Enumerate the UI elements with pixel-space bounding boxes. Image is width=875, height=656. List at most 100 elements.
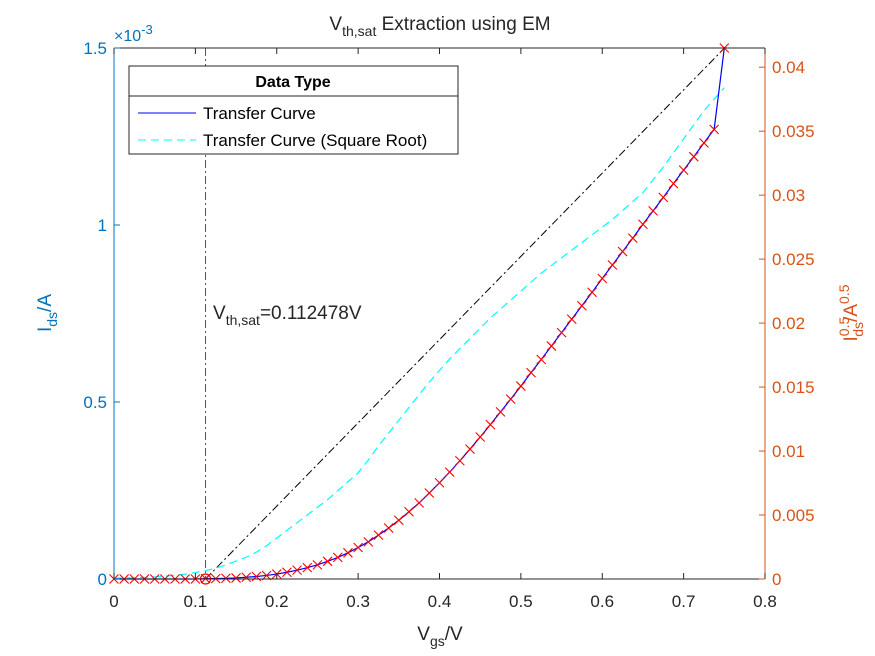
data-marker-stroke: [353, 542, 364, 553]
data-marker-stroke: [627, 233, 638, 243]
data-marker: [678, 165, 689, 176]
data-marker: [495, 407, 506, 417]
data-marker: [566, 314, 577, 325]
legend-title: Data Type: [255, 74, 330, 91]
data-marker: [363, 536, 374, 547]
right-y-axis-ticks: 0 0.005 0.01 0.015 0.02 0.025 0.03 0.035 0.04: [759, 58, 815, 589]
data-marker-stroke: [485, 419, 496, 430]
data-marker-stroke: [312, 559, 323, 570]
left-y-tick-label: 0.5: [83, 393, 107, 412]
legend-label-transfer-curve: Transfer Curve: [203, 104, 316, 123]
data-marker: [688, 151, 699, 162]
data-marker-stroke: [332, 552, 343, 563]
data-marker: [302, 562, 313, 573]
data-marker-stroke: [221, 573, 231, 584]
data-marker-stroke: [414, 498, 425, 508]
x-tick-label: 0.3: [346, 592, 370, 611]
data-marker: [322, 556, 333, 567]
data-marker: [709, 124, 720, 135]
data-marker-stroke: [526, 367, 536, 378]
fit-line-layer: [205, 47, 725, 580]
data-marker: [556, 327, 567, 338]
data-marker: [638, 219, 648, 230]
chart-title: Vth,sat Extraction using EM: [329, 14, 550, 39]
data-marker: [393, 515, 404, 526]
left-axis-exponent: ×10-3: [114, 22, 153, 45]
legend: Data Type Transfer Curve Transfer Curve …: [128, 65, 459, 155]
data-marker-stroke: [495, 407, 506, 417]
left-y-tick-label: 1.5: [83, 39, 107, 58]
x-tick-label: 0.8: [753, 592, 777, 611]
data-marker-stroke: [465, 444, 475, 454]
data-marker-stroke: [709, 124, 720, 135]
data-marker: [292, 565, 302, 576]
data-marker: [231, 573, 241, 583]
data-marker-stroke: [404, 506, 414, 517]
data-marker-stroke: [536, 354, 547, 365]
x-axis-label: Vgs/V: [417, 624, 463, 649]
vth-annotation: Vth,sat=0.112478V: [213, 303, 362, 328]
data-marker: [444, 467, 455, 477]
left-y-tick-label: 0: [98, 570, 107, 589]
data-marker: [546, 341, 557, 351]
right-y-tick-label: 0.01: [772, 442, 805, 461]
data-marker: [414, 498, 425, 508]
data-marker-stroke: [617, 246, 628, 257]
left-y-axis-ticks: 0 0.5 1 1.5: [83, 39, 120, 589]
data-marker: [515, 381, 526, 391]
right-y-tick-label: 0.035: [772, 122, 815, 141]
data-marker-stroke: [302, 562, 313, 573]
right-y-tick-label: 0.025: [772, 250, 815, 269]
data-marker: [465, 444, 475, 454]
data-marker-stroke: [678, 165, 689, 176]
data-marker-stroke: [475, 432, 486, 442]
data-marker: [699, 137, 709, 148]
x-tick-label: 0.5: [509, 592, 533, 611]
fit-line: [205, 47, 725, 580]
data-marker-stroke: [638, 219, 648, 230]
data-marker-stroke: [505, 394, 516, 405]
data-marker: [434, 477, 445, 488]
data-marker: [241, 572, 252, 583]
data-marker: [383, 523, 394, 533]
data-marker-stroke: [699, 137, 709, 148]
data-marker: [404, 506, 414, 517]
marker-layer: [109, 43, 730, 584]
data-marker: [526, 367, 536, 378]
data-marker: [282, 567, 292, 578]
data-marker: [536, 354, 547, 365]
data-marker-stroke: [546, 341, 557, 351]
left-y-tick-label: 1: [98, 216, 107, 235]
data-marker: [261, 570, 272, 581]
data-marker: [658, 192, 669, 203]
x-axis-ticks: 0 0.1 0.2 0.3 0.4 0.5 0.6 0.7 0.8: [109, 48, 777, 611]
data-marker-stroke: [282, 567, 292, 578]
data-marker-stroke: [231, 573, 241, 583]
data-marker-stroke: [343, 547, 353, 558]
data-marker: [424, 488, 435, 498]
data-marker: [454, 455, 465, 466]
x-tick-label: 0: [109, 592, 118, 611]
data-marker: [312, 559, 323, 570]
data-marker: [332, 552, 343, 563]
data-marker-stroke: [373, 530, 384, 540]
data-marker-stroke: [607, 260, 618, 270]
legend-label-sqrt-curve: Transfer Curve (Square Root): [203, 131, 427, 150]
data-marker: [251, 571, 262, 582]
data-marker-stroke: [424, 488, 435, 498]
data-marker-stroke: [577, 300, 587, 311]
data-marker-stroke: [566, 314, 577, 325]
right-y-tick-label: 0.02: [772, 314, 805, 333]
data-marker: [627, 233, 638, 243]
x-tick-label: 0.6: [590, 592, 614, 611]
data-marker-stroke: [668, 178, 679, 189]
right-y-tick-label: 0: [772, 570, 781, 589]
left-y-axis-label: Ids/A: [35, 294, 60, 332]
data-marker: [485, 419, 496, 430]
right-y-tick-label: 0.005: [772, 506, 815, 525]
right-y-tick-label: 0.015: [772, 378, 815, 397]
data-marker: [353, 542, 364, 553]
data-marker-stroke: [434, 477, 445, 488]
data-marker: [475, 432, 486, 442]
